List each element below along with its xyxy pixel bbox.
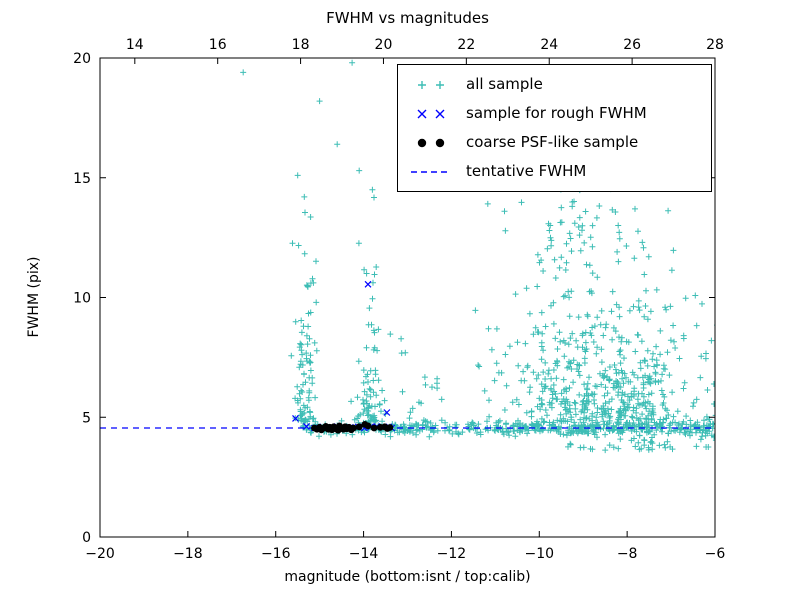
x-bottom-tick-label: −16: [261, 546, 291, 562]
x-top-tick-label: 18: [292, 37, 310, 53]
x-top-tick-label: 24: [540, 37, 558, 53]
x-top-tick-label: 14: [126, 37, 144, 53]
x-marker-glyph: [417, 109, 445, 118]
axes: −20 −18 −16 −14 −12 −10 −8 −6 14 16 18 20 22 24 26 28 0 5…: [73, 37, 725, 562]
plot-markers: [100, 59, 715, 454]
x-marker-icon: [417, 109, 445, 118]
x-top-tick-label: 28: [706, 37, 724, 53]
x-bottom-tick-label: −6: [705, 546, 726, 562]
plus-marker-glyph: [418, 80, 444, 89]
x-top-tick-label: 20: [375, 37, 393, 53]
x-top-tick-label: 26: [623, 37, 641, 53]
circle-marker-glyph: [435, 138, 445, 147]
circle-marker-icon: [417, 138, 445, 147]
legend-label: all sample: [466, 75, 543, 93]
y-tick-label: 20: [73, 51, 91, 67]
y-tick-label: 15: [73, 171, 91, 187]
x-bottom-tick-label: −8: [617, 546, 638, 562]
legend-label: tentative FWHM: [466, 162, 587, 180]
y-axis-label: FWHM (pix): [26, 256, 42, 338]
legend-item-all-sample: all sample: [398, 70, 711, 99]
x-bottom-tick-label: −14: [349, 546, 379, 562]
x-top-tick-label: 16: [209, 37, 227, 53]
x-bottom-tick-label: −12: [437, 546, 467, 562]
legend: all sample sample for rough FWHM coarse …: [397, 64, 712, 192]
y-tick-label: 10: [73, 291, 91, 307]
x-top-tick-label: 22: [457, 37, 475, 53]
dashed-line-icon: [411, 170, 451, 173]
x-axis-label: magnitude (bottom:isnt / top:calib): [284, 569, 531, 585]
legend-label: coarse PSF-like sample: [466, 133, 639, 151]
y-tick-label: 5: [82, 410, 91, 426]
circle-marker-glyph: [417, 138, 427, 147]
all-sample-points: [240, 59, 715, 454]
x-bottom-tick-label: −18: [173, 546, 203, 562]
legend-label: sample for rough FWHM: [466, 104, 647, 122]
psf-sample-points: [311, 421, 394, 434]
y-tick-label: 0: [82, 530, 91, 546]
legend-item-psf-sample: coarse PSF-like sample: [398, 128, 711, 157]
chart-title: FWHM vs magnitudes: [326, 9, 489, 27]
x-bottom-tick-label: −10: [525, 546, 555, 562]
plus-marker-icon: [418, 80, 444, 89]
legend-item-tentative-fwhm: tentative FWHM: [398, 157, 711, 186]
legend-item-rough-fwhm: sample for rough FWHM: [398, 99, 711, 128]
x-bottom-tick-label: −20: [85, 546, 115, 562]
